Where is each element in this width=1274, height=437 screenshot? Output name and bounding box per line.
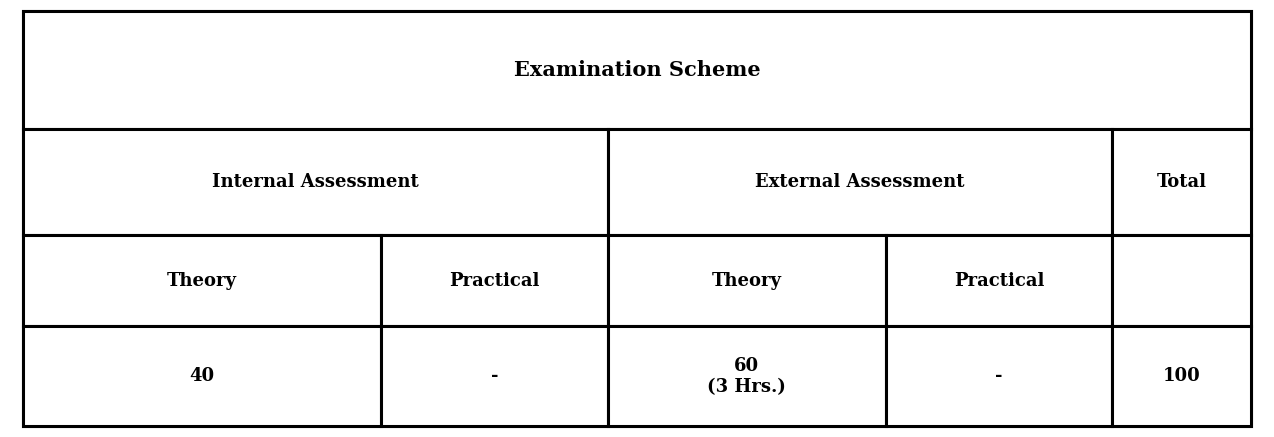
Bar (23, 129, 608, 235)
Bar (1112, 129, 1251, 235)
Bar (608, 235, 885, 326)
Bar (381, 235, 608, 326)
Text: 100: 100 (1163, 367, 1200, 385)
Bar (608, 326, 885, 426)
Text: 60
(3 Hrs.): 60 (3 Hrs.) (707, 357, 786, 395)
Text: Practical: Practical (450, 272, 540, 290)
Bar (23, 235, 381, 326)
Text: Practical: Practical (954, 272, 1045, 290)
Text: External Assessment: External Assessment (755, 173, 964, 191)
Text: Internal Assessment: Internal Assessment (211, 173, 419, 191)
Bar (885, 326, 1112, 426)
Bar (23, 326, 381, 426)
Text: Theory: Theory (167, 272, 237, 290)
Text: 40: 40 (190, 367, 214, 385)
Text: Examination Scheme: Examination Scheme (513, 60, 761, 80)
Bar (381, 326, 608, 426)
Bar (608, 129, 1112, 235)
Text: Theory: Theory (712, 272, 782, 290)
Text: -: - (490, 367, 498, 385)
Bar (1112, 326, 1251, 426)
Bar (885, 235, 1112, 326)
Bar (1112, 235, 1251, 326)
Text: -: - (995, 367, 1003, 385)
Text: Total: Total (1157, 173, 1206, 191)
Bar (23, 11, 1251, 129)
